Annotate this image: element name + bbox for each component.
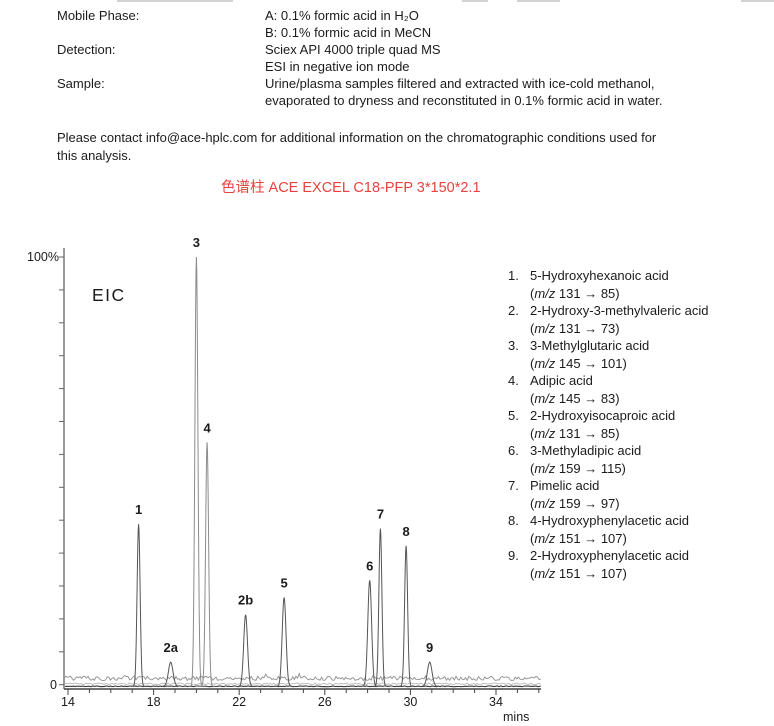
peak-label-1: 1 xyxy=(135,502,142,517)
legend-item: 2. 2-Hydroxy-3-methylvaleric acid (m/z 1… xyxy=(508,302,708,337)
legend-item-number: 8. xyxy=(508,513,519,528)
legend-item-mz: (m/z 145 → 83) xyxy=(530,390,620,406)
column-title: 色谱柱 ACE EXCEL C18-PFP 3*150*2.1 xyxy=(221,180,481,196)
peak-label-8: 8 xyxy=(403,524,410,539)
peak-label-3: 3 xyxy=(193,235,200,250)
legend-item-mz: (m/z 131 → 85) xyxy=(530,425,620,441)
contact-note-line1: Please contact info@ace-hplc.com for add… xyxy=(57,130,657,145)
legend-item: 6. 3-Methyladipic acid (m/z 159 → 115) xyxy=(508,442,708,477)
detection-mode: ESI in negative ion mode xyxy=(265,59,410,74)
contact-note-line2: this analysis. xyxy=(57,147,132,163)
peak-curve-4 xyxy=(199,442,216,687)
legend-item-mz: (m/z 131 → 73) xyxy=(530,320,620,336)
secondary-baseline-trace xyxy=(63,682,542,686)
legend-item-name: 2-Hydroxyphenylacetic acid xyxy=(530,548,689,563)
legend-item-name: Pimelic acid xyxy=(530,478,600,493)
x-tick-label-22: 22 xyxy=(232,695,246,709)
legend-item-mz: (m/z 131 → 85) xyxy=(530,285,620,301)
sample-desc-line2: evaporated to dryness and reconstituted … xyxy=(265,93,663,108)
contact-note: Please contact info@ace-hplc.com for add… xyxy=(57,129,656,164)
detection-label: Detection: xyxy=(57,42,116,57)
peak-curve-2a xyxy=(162,661,179,687)
legend-item: 3. 3-Methylglutaric acid (m/z 145 → 101) xyxy=(508,337,708,372)
mobile-phase-label: Mobile Phase: xyxy=(57,8,140,23)
chart-title-eic: EIC xyxy=(92,285,126,305)
legend-item-number: 4. xyxy=(508,373,519,388)
peak-label-2a: 2a xyxy=(163,640,178,655)
legend-item-number: 3. xyxy=(508,338,519,353)
peak-label-4: 4 xyxy=(203,420,211,435)
sample-label: Sample: xyxy=(57,76,105,91)
legend-item: 7. Pimelic acid (m/z 159 → 97) xyxy=(508,477,708,512)
legend-item: 4. Adipic acid (m/z 145 → 83) xyxy=(508,372,708,407)
legend-item: 9. 2-Hydroxyphenylacetic acid (m/z 151 →… xyxy=(508,547,708,582)
legend-item: 5. 2-Hydroxyisocaproic acid (m/z 131 → 8… xyxy=(508,407,708,442)
peak-label-7: 7 xyxy=(377,507,384,522)
legend-item-name: 3-Methylglutaric acid xyxy=(530,338,650,353)
peak-label-2b: 2b xyxy=(238,593,253,608)
legend-item-number: 6. xyxy=(508,443,519,458)
peak-curve-7 xyxy=(372,528,389,687)
flat-baseline-trace xyxy=(63,685,541,688)
peak-curve-9 xyxy=(421,661,438,687)
legend-item: 1. 5-Hydroxyhexanoic acid (m/z 131 → 85) xyxy=(508,267,708,302)
cropped-content-artifact xyxy=(517,0,560,2)
peak-curve-1 xyxy=(130,524,147,687)
noise-trace xyxy=(63,672,541,682)
legend-item-mz: (m/z 151 → 107) xyxy=(530,565,627,581)
legend-item-name: 5-Hydroxyhexanoic acid xyxy=(530,268,669,283)
peak-curve-6 xyxy=(361,580,378,687)
legend-item-number: 1. xyxy=(508,268,519,283)
peak-curve-3 xyxy=(188,256,205,687)
x-tick-label-14: 14 xyxy=(61,695,75,709)
peak-curve-2b xyxy=(237,614,254,687)
x-axis-unit-label: mins xyxy=(503,710,529,724)
x-tick-label-30: 30 xyxy=(403,695,417,709)
peak-curve-8 xyxy=(398,545,415,687)
legend-item-mz: (m/z 159 → 97) xyxy=(530,495,620,511)
peak-label-6: 6 xyxy=(366,558,373,573)
detection-instrument: Sciex API 4000 triple quad MS xyxy=(265,42,441,57)
x-tick-label-18: 18 xyxy=(147,695,161,709)
legend-item-number: 9. xyxy=(508,548,519,563)
legend-item-mz: (m/z 145 → 101) xyxy=(530,355,627,371)
legend-item-name: 3-Methyladipic acid xyxy=(530,443,642,458)
sample-row: Sample: Urine/plasma samples filtered an… xyxy=(57,75,662,109)
legend-item-number: 2. xyxy=(508,303,519,318)
sample-desc-line1: Urine/plasma samples filtered and extrac… xyxy=(265,76,655,91)
mobile-phase-row: Mobile Phase: A: 0.1% formic acid in H₂O… xyxy=(57,7,662,41)
mobile-phase-a: A: 0.1% formic acid in H₂O xyxy=(265,8,419,23)
legend-item-name: 2-Hydroxy-3-methylvaleric acid xyxy=(530,303,709,318)
cropped-content-artifact xyxy=(462,0,488,2)
peak-legend: 1. 5-Hydroxyhexanoic acid (m/z 131 → 85)… xyxy=(508,267,708,582)
y-axis-top-label: 100% xyxy=(27,250,59,264)
legend-item-name: 4-Hydroxyphenylacetic acid xyxy=(530,513,689,528)
legend-item-mz: (m/z 159 → 115) xyxy=(530,460,626,476)
cropped-content-artifact xyxy=(741,0,774,2)
conditions-table: Mobile Phase: A: 0.1% formic acid in H₂O… xyxy=(57,7,662,109)
legend-item-mz: (m/z 151 → 107) xyxy=(530,530,627,546)
peak-label-5: 5 xyxy=(281,575,288,590)
legend-item-number: 5. xyxy=(508,408,519,423)
peak-curve-5 xyxy=(276,597,293,687)
detection-row: Detection: Sciex API 4000 triple quad MS… xyxy=(57,41,662,75)
legend-item-number: 7. xyxy=(508,478,519,493)
legend-item: 8. 4-Hydroxyphenylacetic acid (m/z 151 →… xyxy=(508,512,708,547)
legend-item-name: Adipic acid xyxy=(530,373,593,388)
x-tick-label-34: 34 xyxy=(489,695,503,709)
cropped-content-artifact xyxy=(117,0,233,2)
y-axis-bottom-label: 0 xyxy=(50,678,57,692)
legend-item-name: 2-Hydroxyisocaproic acid xyxy=(530,408,676,423)
peak-label-9: 9 xyxy=(426,640,433,655)
mobile-phase-b: B: 0.1% formic acid in MeCN xyxy=(265,25,432,40)
x-tick-label-26: 26 xyxy=(318,695,332,709)
